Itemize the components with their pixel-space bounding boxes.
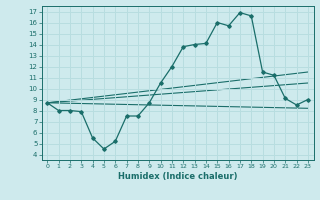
X-axis label: Humidex (Indice chaleur): Humidex (Indice chaleur) (118, 172, 237, 181)
